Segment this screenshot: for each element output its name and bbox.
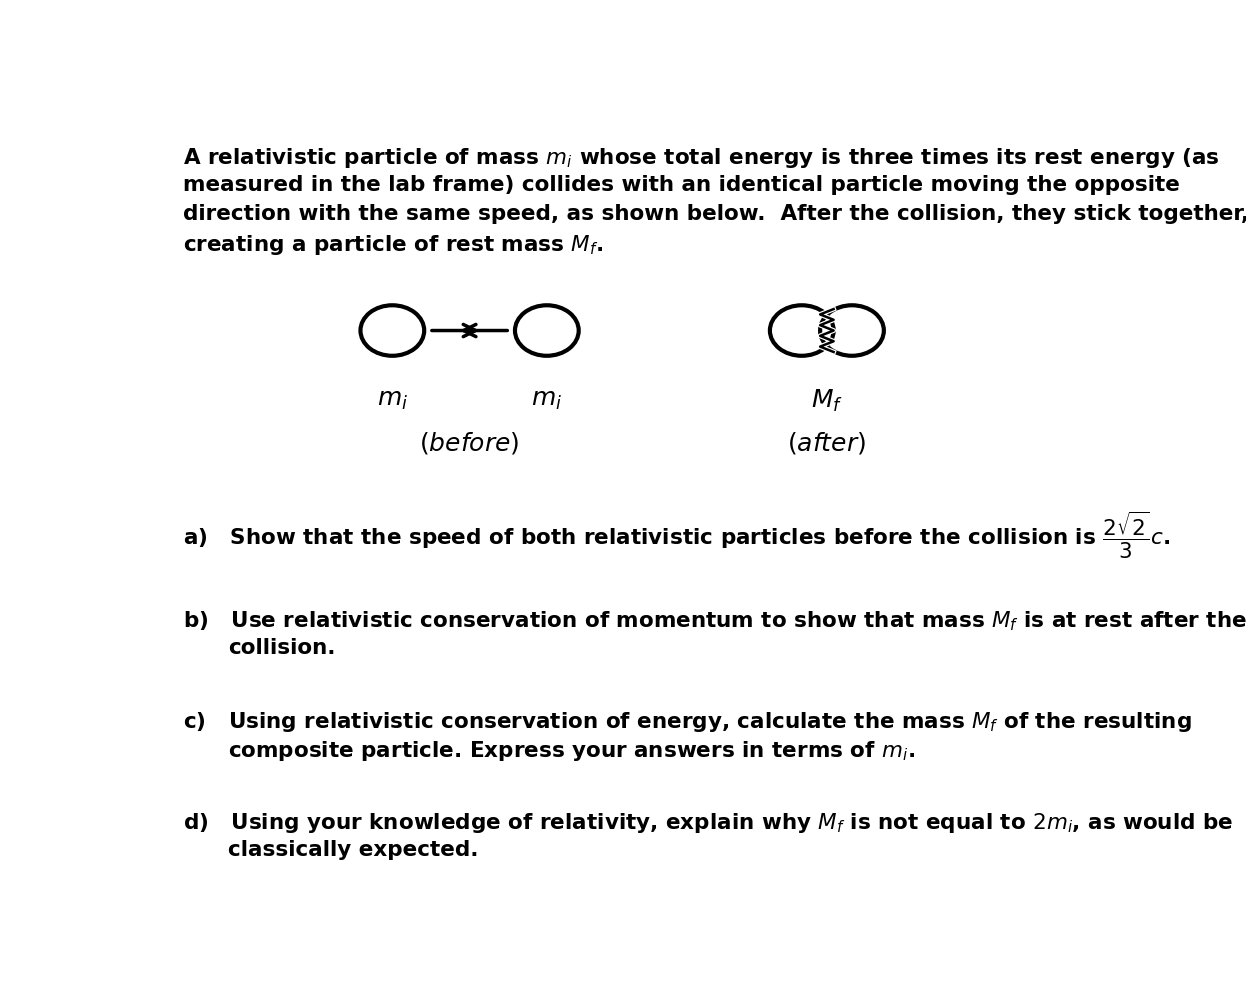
Text: $m_i$: $m_i$ xyxy=(531,388,562,412)
Text: c)   Using relativistic conservation of energy, calculate the mass $M_f$ of the : c) Using relativistic conservation of en… xyxy=(183,710,1191,735)
Text: measured in the lab frame) collides with an identical particle moving the opposi: measured in the lab frame) collides with… xyxy=(183,175,1180,195)
Text: $(before)$: $(before)$ xyxy=(420,430,520,456)
Text: b)   Use relativistic conservation of momentum to show that mass $M_f$ is at res: b) Use relativistic conservation of mome… xyxy=(183,609,1246,633)
Text: classically expected.: classically expected. xyxy=(228,840,478,860)
Text: d)   Using your knowledge of relativity, explain why $M_f$ is not equal to $2m_i: d) Using your knowledge of relativity, e… xyxy=(183,811,1234,835)
Text: $(after)$: $(after)$ xyxy=(787,430,866,456)
Text: $m_i$: $m_i$ xyxy=(376,388,407,412)
Text: composite particle. Express your answers in terms of $m_i$.: composite particle. Express your answers… xyxy=(228,740,916,763)
Text: creating a particle of rest mass $M_f$.: creating a particle of rest mass $M_f$. xyxy=(183,234,603,257)
Text: direction with the same speed, as shown below.  After the collision, they stick : direction with the same speed, as shown … xyxy=(183,204,1246,225)
Text: collision.: collision. xyxy=(228,638,335,658)
Text: a)   Show that the speed of both relativistic particles before the collision is : a) Show that the speed of both relativis… xyxy=(183,510,1170,561)
Text: $M_f$: $M_f$ xyxy=(811,388,842,414)
Text: A relativistic particle of mass $m_i$ whose total energy is three times its rest: A relativistic particle of mass $m_i$ wh… xyxy=(183,146,1220,170)
